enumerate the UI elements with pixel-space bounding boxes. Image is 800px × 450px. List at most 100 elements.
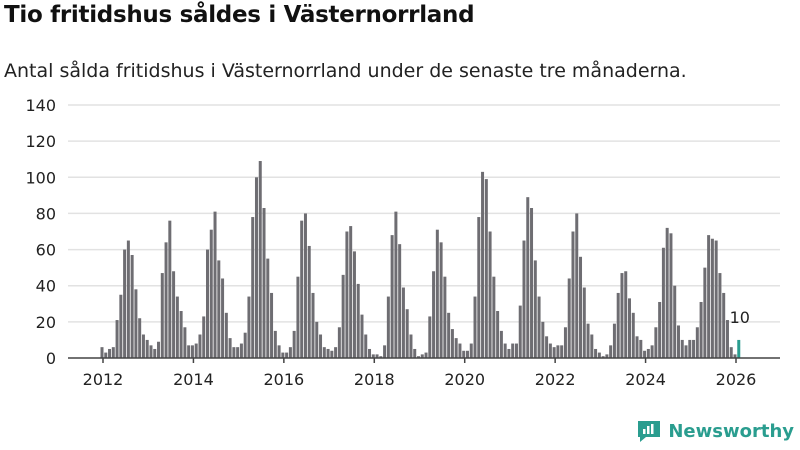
bar: [533, 260, 537, 358]
bar: [722, 292, 726, 358]
bar: [454, 338, 458, 358]
bar: [545, 336, 549, 358]
bar: [514, 343, 518, 358]
bar: [552, 347, 556, 358]
bar: [149, 345, 153, 358]
bar: [228, 338, 232, 358]
bar: [288, 347, 292, 358]
x-tick-label: 2024: [625, 370, 666, 389]
bar: [420, 354, 424, 358]
bar: [239, 343, 243, 358]
x-tick-label: 2022: [535, 370, 576, 389]
bar: [688, 339, 692, 358]
newsworthy-logo: Newsworthy: [636, 418, 794, 444]
x-tick-label: 2026: [716, 370, 757, 389]
bar: [428, 316, 432, 358]
bar: [643, 350, 647, 358]
bar: [115, 320, 119, 358]
bar: [499, 330, 503, 358]
bar: [179, 311, 183, 358]
bar: [628, 298, 631, 358]
bar: [401, 287, 405, 358]
bar: [503, 343, 507, 358]
bar: [646, 348, 650, 358]
bar: [145, 339, 149, 358]
bar: [123, 249, 127, 358]
bar: [337, 327, 341, 358]
bar: [481, 171, 485, 358]
bar: [398, 244, 402, 358]
bar: [202, 316, 206, 358]
bar: [307, 245, 311, 358]
bar: [692, 339, 696, 358]
bar: [665, 227, 669, 358]
bar: [624, 271, 628, 358]
bar: [300, 220, 304, 358]
bar: [582, 287, 586, 358]
bar: [439, 242, 443, 358]
bar: [100, 347, 104, 358]
bar: [164, 242, 168, 358]
bar: [469, 343, 473, 358]
bar: [518, 305, 522, 358]
x-tick-label: 2020: [444, 370, 485, 389]
bar: [111, 347, 115, 358]
bar: [447, 312, 451, 358]
bar: [119, 294, 123, 358]
bar: [134, 289, 138, 358]
logo-icon: [638, 421, 661, 442]
chart-title: Tio fritidshus såldes i Västernorrland: [4, 2, 475, 28]
y-tick-label: 0: [46, 349, 56, 368]
bar: [450, 329, 454, 358]
bar: [243, 332, 247, 358]
bar: [262, 208, 266, 358]
bar: [639, 339, 643, 358]
bar: [187, 345, 191, 358]
bar: [285, 352, 289, 358]
bar: [190, 345, 194, 358]
value-annotation: 10: [730, 308, 750, 327]
bar: [277, 345, 281, 358]
bar: [390, 235, 394, 358]
bar: [609, 345, 613, 358]
bar: [654, 327, 658, 358]
bar: [198, 334, 202, 358]
bar: [364, 334, 368, 358]
bar: [194, 343, 198, 358]
bar: [224, 312, 228, 358]
bar: [352, 251, 356, 358]
bar: [232, 347, 236, 358]
bar: [680, 339, 684, 358]
bar: [405, 309, 409, 358]
bar: [620, 273, 624, 358]
bar: [281, 352, 285, 358]
bar: [484, 179, 488, 358]
bar: [236, 347, 240, 358]
bar: [718, 273, 722, 358]
bar: [341, 274, 345, 358]
bar: [209, 229, 213, 358]
bar: [492, 276, 496, 358]
bar: [175, 296, 179, 358]
bar: [303, 213, 307, 358]
bar: [217, 260, 221, 358]
bar: [356, 283, 360, 358]
x-tick-label: 2016: [263, 370, 304, 389]
bar: [443, 276, 447, 358]
bar: [575, 213, 579, 358]
bar: [349, 226, 353, 358]
brand-name: Newsworthy: [668, 420, 794, 442]
bar: [684, 345, 688, 358]
bar: [413, 348, 417, 358]
bar: [273, 330, 277, 358]
bar: [511, 343, 515, 358]
bar: [707, 235, 711, 358]
bar: [386, 296, 390, 358]
y-tick-label: 40: [36, 277, 56, 296]
bar: [579, 256, 583, 358]
bar: [432, 271, 436, 358]
bar: [368, 348, 372, 358]
bar: [556, 345, 560, 358]
bar: [560, 345, 564, 358]
bar: [477, 217, 481, 358]
